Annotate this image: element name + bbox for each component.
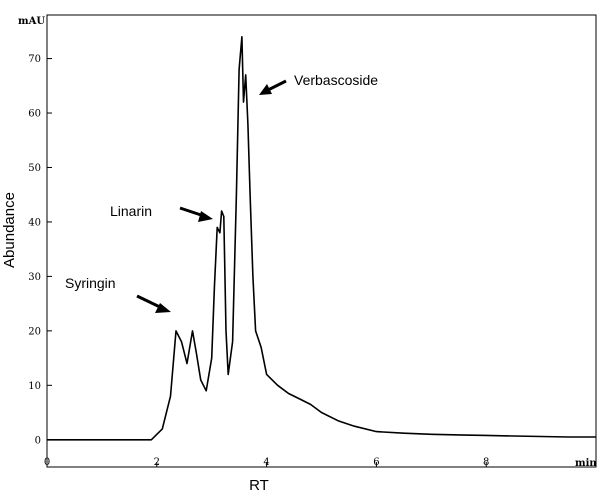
y-tick-label: 10	[28, 381, 41, 392]
x-tick-label: 6	[373, 457, 379, 468]
annotation-linarin: Linarin	[110, 203, 213, 222]
y-tick-label: 70	[28, 54, 41, 65]
annotation-verbascoside: Verbascoside	[259, 72, 378, 95]
y-tick-label: 0	[35, 435, 41, 446]
syringin-arrow-shaft	[136, 294, 163, 310]
syringin-arrow-head	[155, 303, 171, 313]
x-unit-label: min	[575, 458, 597, 469]
y-tick-label: 40	[28, 217, 41, 228]
linarin-arrow-head	[198, 211, 213, 222]
verbascoside-arrow-head	[259, 84, 272, 95]
y-tick-label: 60	[28, 109, 41, 120]
annotation-verbascoside-label: Verbascoside	[294, 72, 378, 88]
x-tick-label: 4	[263, 457, 269, 468]
y-tick-label: 30	[28, 272, 41, 283]
x-axis: 0 2 4 6 8	[44, 457, 490, 468]
plot-frame	[46, 14, 597, 468]
x-tick-label: 2	[154, 457, 160, 468]
x-tick-label: 8	[483, 457, 489, 468]
annotation-syringin: Syringin	[65, 275, 171, 313]
chromatogram-line	[47, 36, 596, 441]
annotation-linarin-label: Linarin	[110, 203, 152, 219]
y-tick-label: 20	[28, 326, 41, 337]
x-tick-label: 0	[44, 457, 50, 468]
y-axis-title: Abundance	[1, 192, 18, 268]
x-axis-title: RT	[249, 477, 269, 494]
y-unit-label: mAU	[18, 16, 45, 27]
annotation-syringin-label: Syringin	[65, 275, 116, 291]
y-axis: 0 10 20 30 40 50 60 70	[28, 54, 52, 446]
y-tick-label: 50	[28, 163, 41, 174]
